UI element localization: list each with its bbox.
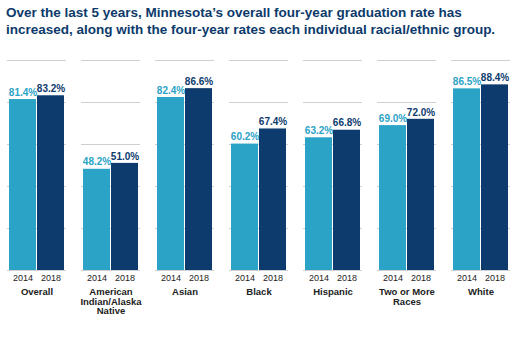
svg-text:AmericanIndian/AlaskaNative: AmericanIndian/AlaskaNative [80,286,142,316]
svg-text:60.2%: 60.2% [231,131,259,142]
svg-text:72.0%: 72.0% [407,107,435,118]
svg-text:2018: 2018 [485,273,505,283]
svg-text:2018: 2018 [189,273,209,283]
svg-text:88.4%: 88.4% [481,72,509,83]
svg-text:51.0%: 51.0% [111,151,139,162]
svg-text:67.4%: 67.4% [259,116,287,127]
svg-text:Overall: Overall [21,286,53,297]
svg-text:83.2%: 83.2% [37,83,65,94]
svg-text:Asian: Asian [172,286,198,297]
svg-text:82.4%: 82.4% [157,85,185,96]
svg-text:2014: 2014 [13,273,33,283]
svg-text:63.2%: 63.2% [305,125,333,136]
svg-text:2018: 2018 [41,273,61,283]
svg-text:2014: 2014 [235,273,255,283]
html-text:Over the last 5 years, Minneso: Over the last 5 years, Minnesota’s overa… [6,5,496,37]
svg-text:Two or MoreRaces: Two or MoreRaces [379,286,435,307]
svg-text:White: White [468,286,494,297]
svg-text:69.0%: 69.0% [379,113,407,124]
svg-text:48.2%: 48.2% [83,156,111,167]
svg-text:2014: 2014 [87,273,107,283]
svg-text:86.5%: 86.5% [453,76,481,87]
svg-text:2014: 2014 [309,273,329,283]
svg-text:2014: 2014 [457,273,477,283]
svg-text:2018: 2018 [263,273,283,283]
svg-text:Hispanic: Hispanic [313,286,353,297]
svg-text:2018: 2018 [337,273,357,283]
svg-text:2018: 2018 [411,273,431,283]
svg-text:66.8%: 66.8% [333,117,361,128]
svg-text:2014: 2014 [161,273,181,283]
svg-text:86.6%: 86.6% [185,76,213,87]
svg-text:81.4%: 81.4% [9,87,37,98]
svg-text:2018: 2018 [115,273,135,283]
svg-text:2014: 2014 [383,273,403,283]
svg-text:Black: Black [246,286,272,297]
